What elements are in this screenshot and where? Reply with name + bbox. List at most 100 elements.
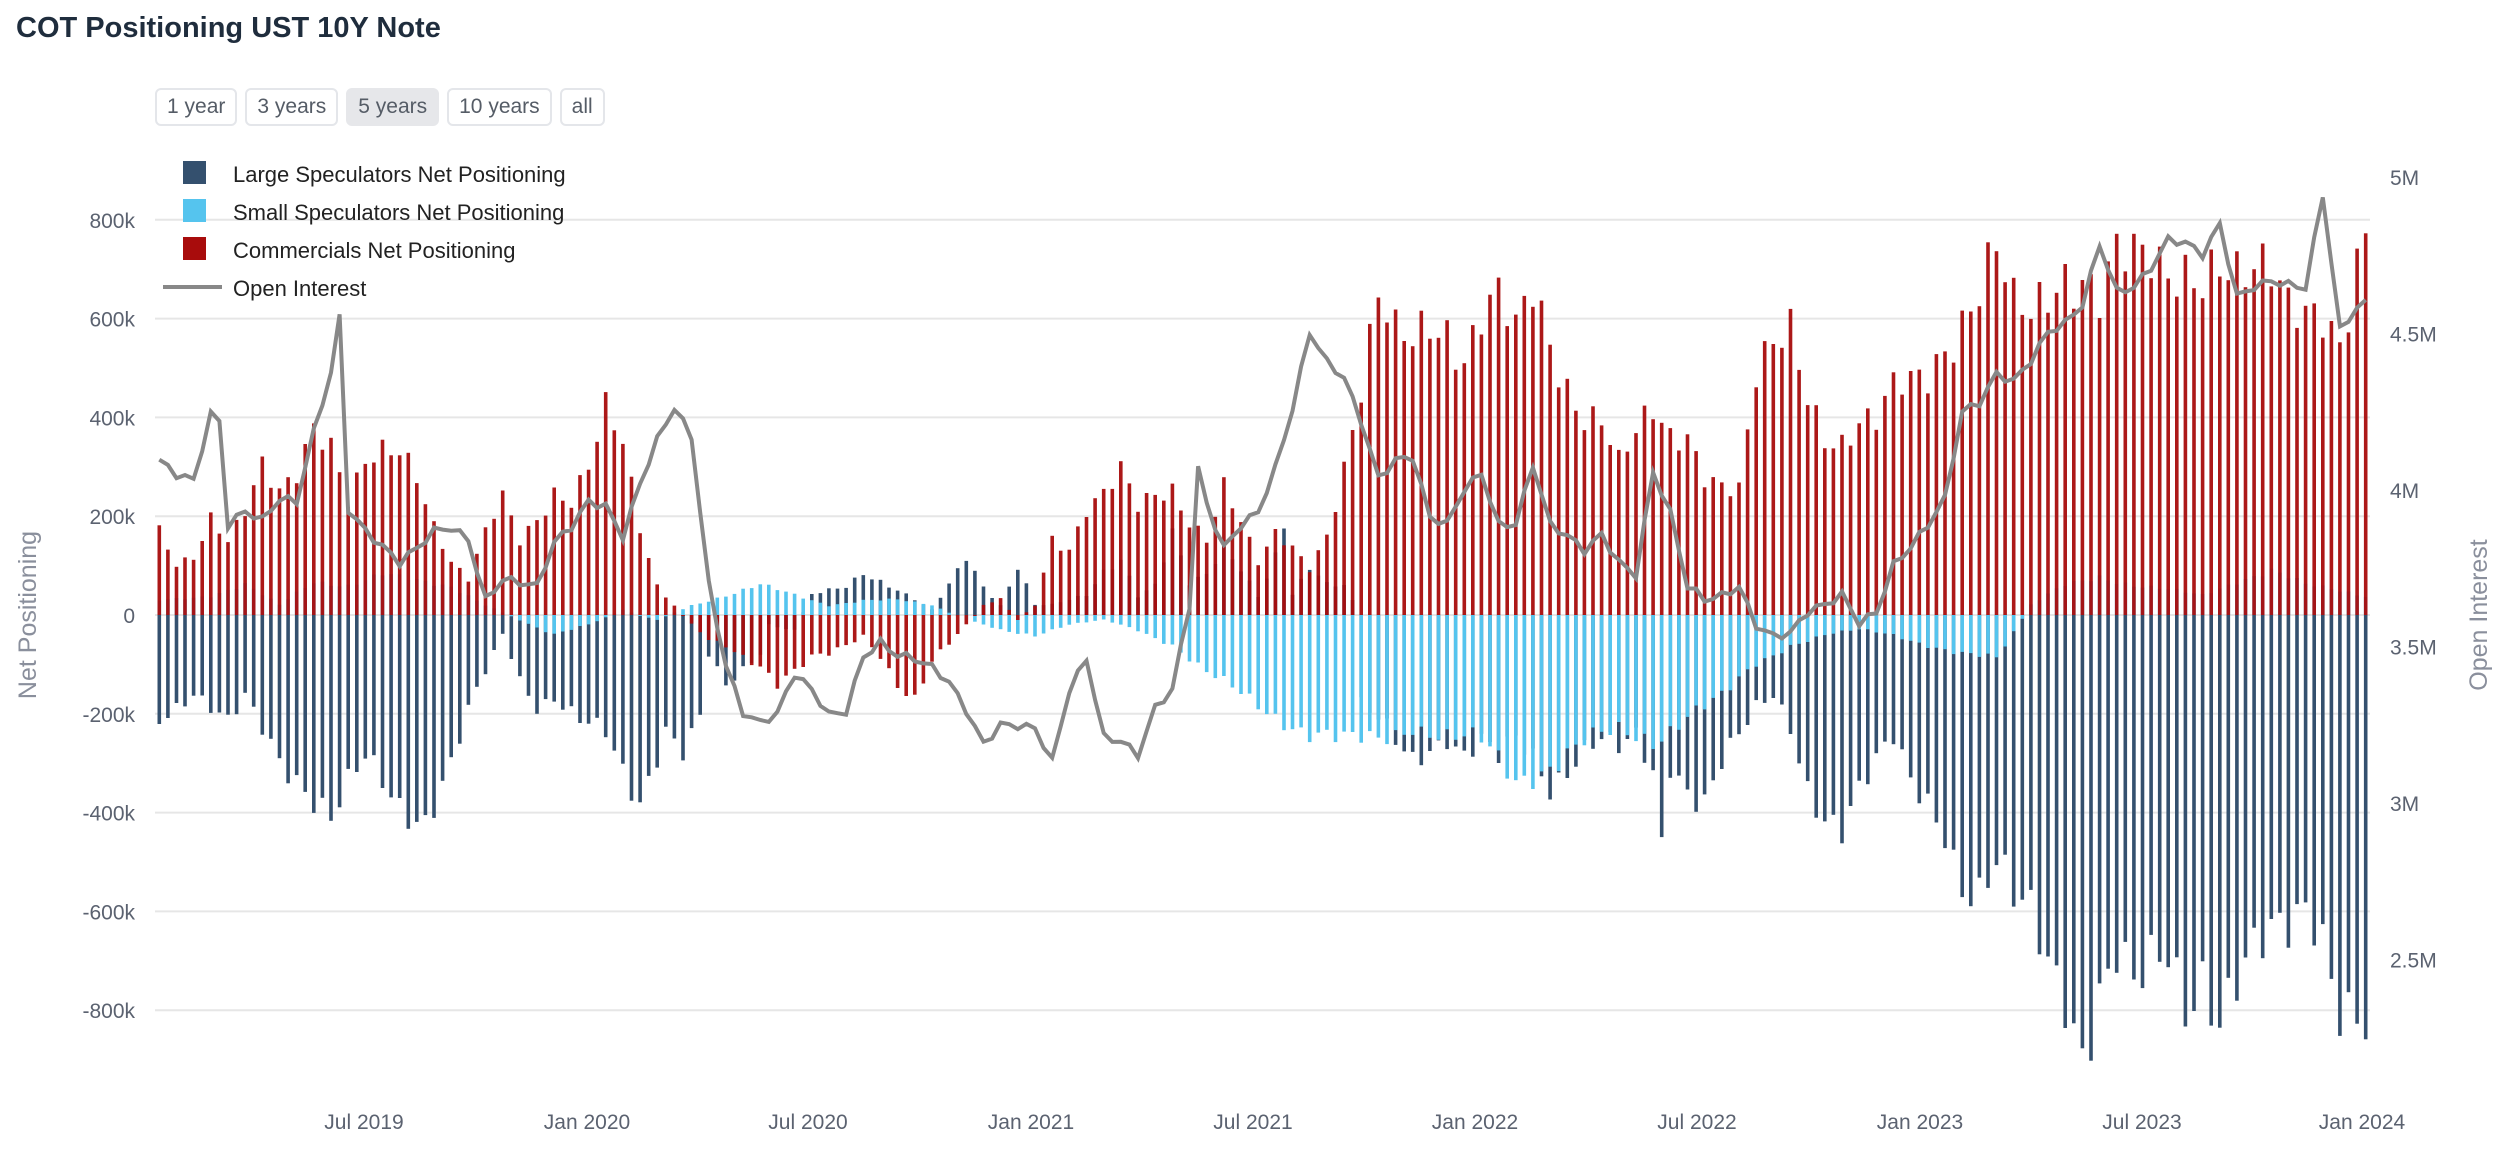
- commercials-bar: [2278, 280, 2282, 615]
- small-bar: [818, 602, 823, 615]
- small-bar: [1445, 615, 1449, 730]
- commercials-bar: [1582, 430, 1587, 615]
- large-bar: [1788, 615, 1793, 734]
- commercials-bar: [397, 455, 402, 615]
- large-bar: [415, 615, 419, 822]
- small-bar: [1402, 615, 1406, 735]
- commercials-bar: [1840, 434, 1844, 615]
- range-button-all[interactable]: all: [559, 88, 605, 126]
- small-bar: [1488, 615, 1492, 747]
- commercials-bar: [1385, 322, 1389, 615]
- commercials-bar: [2226, 280, 2231, 615]
- large-bar: [303, 615, 307, 792]
- large-bar: [2149, 615, 2153, 935]
- small-speculators-bars: [157, 568, 2368, 789]
- small-bar: [758, 584, 763, 615]
- large-bar: [1831, 615, 1836, 815]
- legend-swatch-large-speculators[interactable]: [183, 161, 206, 184]
- legend-label-large-speculators[interactable]: Large Speculators Net Positioning: [233, 162, 566, 187]
- large-bar: [2020, 615, 2025, 900]
- large-bar: [492, 615, 496, 650]
- x-axis-tick-label: Jan 2020: [544, 1111, 630, 1134]
- small-bar: [1685, 615, 1690, 717]
- commercials-bar: [1677, 450, 1681, 615]
- small-bar: [543, 615, 548, 633]
- small-bar: [1471, 615, 1475, 728]
- legend-swatch-commercials[interactable]: [183, 237, 206, 260]
- commercials-bar: [2149, 278, 2153, 615]
- x-axis-tick-label: Jan 2023: [1877, 1111, 1963, 1134]
- large-bar: [852, 577, 857, 615]
- left-axis-tick-label: -400k: [82, 803, 135, 826]
- commercials-bar: [260, 456, 265, 615]
- range-button-3-years[interactable]: 3 years: [245, 88, 339, 126]
- small-bar: [1016, 615, 1020, 634]
- commercials-bar: [724, 615, 728, 648]
- commercials-bar: [1608, 445, 1612, 615]
- small-bar: [1720, 615, 1724, 691]
- commercials-bar: [1599, 425, 1604, 615]
- small-bar: [1058, 615, 1063, 628]
- small-bar: [2020, 615, 2025, 619]
- small-bar: [1222, 615, 1226, 676]
- left-axis-tick-label: -600k: [82, 901, 135, 924]
- commercials-bar: [312, 423, 316, 615]
- commercials-bar: [1333, 512, 1338, 615]
- legend-label-open-interest[interactable]: Open Interest: [233, 276, 366, 301]
- large-bar: [1917, 615, 1922, 804]
- commercials-bar: [1788, 308, 1793, 615]
- legend-label-commercials[interactable]: Commercials Net Positioning: [233, 238, 515, 263]
- small-bar: [1702, 615, 1707, 710]
- small-bar: [706, 601, 711, 615]
- large-bar: [938, 597, 943, 615]
- small-bar: [698, 603, 702, 615]
- commercials-bar: [784, 615, 788, 676]
- small-bar: [1754, 615, 1758, 667]
- commercials-bar: [458, 567, 462, 615]
- large-bar: [458, 615, 462, 744]
- commercials-bar: [2037, 282, 2042, 615]
- large-bar: [483, 615, 488, 675]
- large-bar: [2123, 615, 2128, 942]
- range-button-10-years[interactable]: 10 years: [447, 88, 552, 126]
- large-bar: [1007, 586, 1011, 615]
- small-bar: [2003, 615, 2007, 647]
- small-bar: [1359, 615, 1363, 743]
- x-axis-tick-label: Jul 2021: [1213, 1111, 1292, 1134]
- commercials-bar: [569, 507, 574, 615]
- range-button-5-years[interactable]: 5 years: [346, 88, 440, 126]
- large-bar: [1977, 615, 1982, 878]
- large-bar: [346, 615, 350, 769]
- large-bar: [2097, 615, 2102, 984]
- commercials-bar: [706, 615, 711, 640]
- large-bar: [406, 615, 411, 829]
- grid-lines: [155, 218, 2370, 1012]
- commercials-bar: [2063, 264, 2067, 615]
- range-button-1-year[interactable]: 1 year: [155, 88, 238, 126]
- legend-swatch-small-speculators[interactable]: [183, 199, 206, 222]
- x-axis-tick-label: Jul 2022: [1657, 1111, 1736, 1134]
- large-bar: [217, 615, 222, 713]
- small-bar: [775, 590, 780, 615]
- commercials-bar: [2218, 276, 2222, 615]
- commercials-bar: [775, 615, 780, 689]
- commercials-bar: [535, 520, 539, 615]
- large-bar: [861, 575, 866, 615]
- large-bar: [1986, 615, 1990, 888]
- small-bar: [904, 601, 908, 615]
- commercials-bar: [801, 615, 805, 667]
- commercials-bar: [2355, 248, 2359, 615]
- small-bar: [518, 615, 522, 621]
- commercials-bar: [2295, 327, 2299, 615]
- x-axis-tick-label: Jul 2020: [768, 1111, 847, 1134]
- commercials-bar: [2123, 271, 2128, 615]
- x-axis-tick-label: Jan 2022: [1432, 1111, 1518, 1134]
- legend-label-small-speculators[interactable]: Small Speculators Net Positioning: [233, 200, 564, 225]
- commercials-bar: [1136, 511, 1140, 615]
- small-bar: [1247, 615, 1252, 694]
- small-bar: [578, 615, 582, 626]
- small-bar: [1814, 615, 1818, 637]
- commercials-bar: [1419, 310, 1424, 615]
- commercials-bar: [277, 488, 282, 615]
- commercials-bar: [887, 615, 891, 669]
